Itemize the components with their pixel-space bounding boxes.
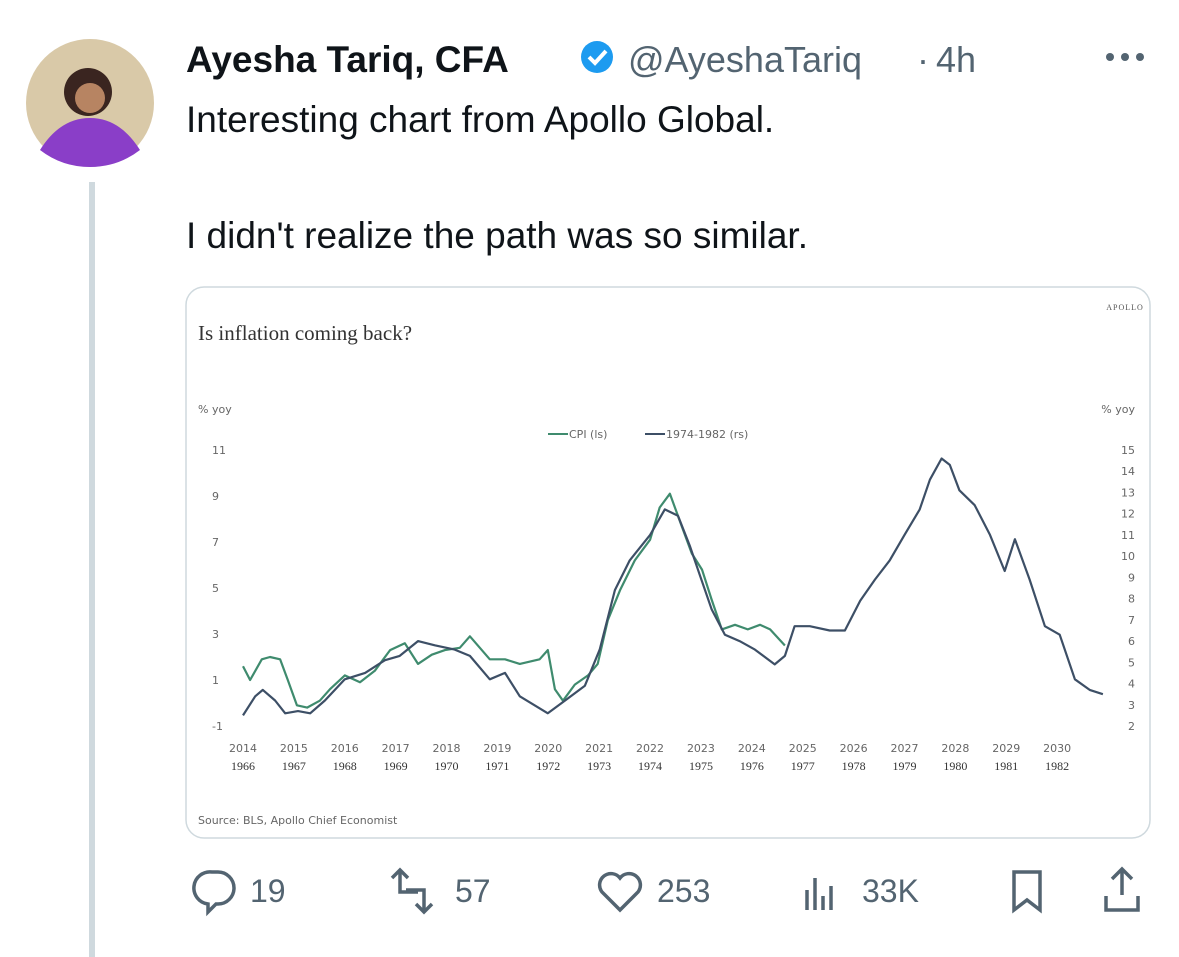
avatar-body bbox=[40, 118, 140, 167]
x2-tick-label: 1966 bbox=[231, 759, 255, 773]
x2-tick-label: 1969 bbox=[384, 759, 408, 773]
y-tick-label: 3 bbox=[212, 628, 219, 641]
x2-tick-label: 1972 bbox=[536, 759, 560, 773]
y2-tick-label: 15 bbox=[1121, 444, 1135, 457]
x2-tick-label: 1975 bbox=[689, 759, 713, 773]
series-line bbox=[242, 457, 1104, 716]
chart: APOLLO Is inflation coming back? % yoy % yo… bbox=[198, 303, 1144, 827]
x-tick-label: 2024 bbox=[738, 742, 766, 755]
handle[interactable]: @AyeshaTariq bbox=[628, 39, 862, 80]
y2-tick-label: 12 bbox=[1121, 508, 1135, 521]
avatar-face bbox=[75, 83, 105, 113]
tweet-text: Interesting chart from Apollo Global. bbox=[186, 99, 774, 140]
y2-tick-label: 7 bbox=[1128, 614, 1135, 627]
y-tick-label: 9 bbox=[212, 490, 219, 503]
x2-tick-label: 1982 bbox=[1045, 759, 1069, 773]
like-count: 253 bbox=[657, 873, 710, 909]
x2-tick-label: 1973 bbox=[587, 759, 611, 773]
media-card[interactable] bbox=[185, 286, 1151, 839]
x-tick-label: 2014 bbox=[229, 742, 257, 755]
y2-tick-label: 14 bbox=[1121, 465, 1135, 478]
like-icon[interactable] bbox=[597, 871, 643, 913]
action-icons bbox=[192, 866, 1140, 917]
legend-label: CPI (ls) bbox=[569, 428, 607, 441]
legend-label: 1974-1982 (rs) bbox=[666, 428, 748, 441]
brand: APOLLO bbox=[1106, 303, 1144, 312]
y2-axis-label: % yoy bbox=[1101, 403, 1135, 416]
tweet-text: I didn't realize the path was so similar… bbox=[186, 215, 808, 256]
y2-tick-label: 13 bbox=[1121, 486, 1135, 499]
y2-tick-label: 9 bbox=[1128, 571, 1135, 584]
x2-tick-label: 1971 bbox=[485, 759, 509, 773]
bookmark-icon[interactable] bbox=[1012, 870, 1042, 914]
y-tick-label: 5 bbox=[212, 582, 219, 595]
x2-tick-label: 1976 bbox=[740, 759, 764, 773]
y2-tick-label: 6 bbox=[1128, 635, 1135, 648]
retweet-icon[interactable] bbox=[390, 867, 434, 915]
x-tick-label: 2026 bbox=[840, 742, 868, 755]
series-line bbox=[242, 492, 786, 709]
x2-tick-label: 1974 bbox=[638, 759, 662, 773]
x-tick-label: 2029 bbox=[992, 742, 1020, 755]
chart-title: Is inflation coming back? bbox=[198, 321, 412, 345]
x-tick-label: 2022 bbox=[636, 742, 664, 755]
x-tick-label: 2021 bbox=[585, 742, 613, 755]
x-tick-label: 2027 bbox=[890, 742, 918, 755]
y-axis-label: % yoy bbox=[198, 403, 232, 416]
x2-tick-label: 1977 bbox=[791, 759, 815, 773]
y2-tick-label: 8 bbox=[1128, 593, 1135, 606]
y2-tick-label: 5 bbox=[1128, 656, 1135, 669]
y2-tick-label: 4 bbox=[1128, 678, 1135, 691]
x-tick-label: 2020 bbox=[534, 742, 562, 755]
x2-tick-label: 1980 bbox=[943, 759, 967, 773]
y-tick-label: 7 bbox=[212, 536, 219, 549]
x2-tick-label: 1968 bbox=[333, 759, 357, 773]
reply-count: 19 bbox=[250, 873, 286, 909]
separator: · bbox=[917, 39, 929, 80]
x2-tick-label: 1970 bbox=[435, 759, 459, 773]
y2-tick-label: 11 bbox=[1121, 529, 1135, 542]
y2-tick-label: 3 bbox=[1128, 699, 1135, 712]
y2-tick-label: 10 bbox=[1121, 550, 1135, 563]
x-tick-label: 2017 bbox=[382, 742, 410, 755]
y2-tick-label: 2 bbox=[1128, 720, 1135, 733]
avatar[interactable] bbox=[26, 39, 154, 167]
author-name[interactable]: Ayesha Tariq, CFA bbox=[186, 39, 509, 80]
timestamp[interactable]: 4h bbox=[936, 39, 976, 80]
y-tick-label: -1 bbox=[212, 720, 223, 733]
verified-badge bbox=[581, 41, 613, 73]
x-tick-label: 2018 bbox=[433, 742, 461, 755]
source: Source: BLS, Apollo Chief Economist bbox=[198, 814, 398, 827]
x2-tick-label: 1967 bbox=[282, 759, 306, 773]
x-tick-label: 2023 bbox=[687, 742, 715, 755]
x-tick-label: 2019 bbox=[483, 742, 511, 755]
y-tick-label: 11 bbox=[212, 444, 226, 457]
more-button[interactable] bbox=[1106, 53, 1144, 61]
x2-tick-label: 1981 bbox=[994, 759, 1018, 773]
y-tick-label: 1 bbox=[212, 674, 219, 687]
views-icon[interactable] bbox=[805, 878, 833, 910]
share-icon[interactable] bbox=[1104, 866, 1140, 912]
retweet-count: 57 bbox=[455, 873, 491, 909]
x-tick-label: 2030 bbox=[1043, 742, 1071, 755]
x2-tick-label: 1978 bbox=[842, 759, 866, 773]
x-tick-label: 2025 bbox=[789, 742, 817, 755]
x-tick-label: 2028 bbox=[941, 742, 969, 755]
x2-tick-label: 1979 bbox=[892, 759, 916, 773]
reply-icon[interactable] bbox=[192, 870, 236, 917]
x-tick-label: 2016 bbox=[331, 742, 359, 755]
view-count: 33K bbox=[862, 873, 919, 909]
x-tick-label: 2015 bbox=[280, 742, 308, 755]
